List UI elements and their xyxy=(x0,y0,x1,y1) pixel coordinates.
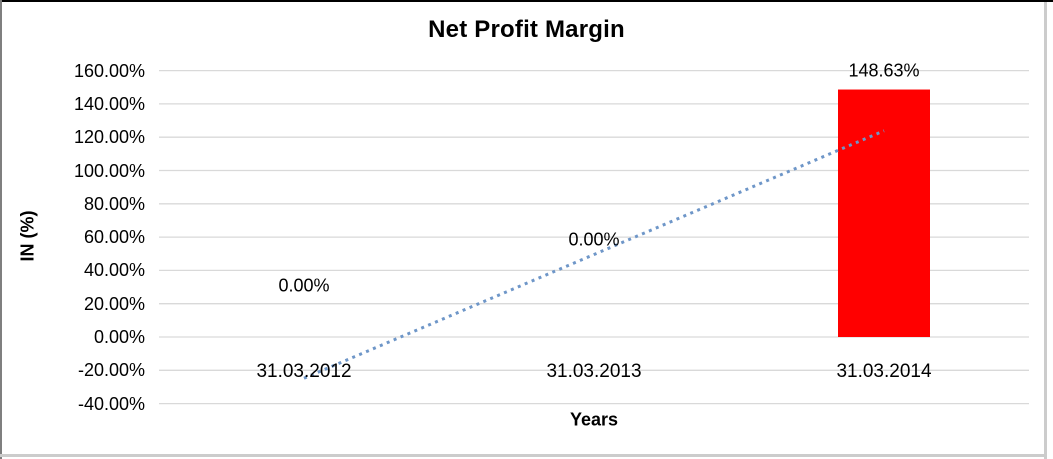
chart-title: Net Profit Margin xyxy=(428,16,625,43)
trendline xyxy=(303,129,885,380)
y-tick-label-80.00%: 80.00% xyxy=(83,193,145,214)
y-tick-label-0.00%: 0.00% xyxy=(93,327,145,347)
data-label-31.03.2014: 148.63% xyxy=(848,60,920,81)
frame-border-bottom xyxy=(0,454,1047,457)
y-tick-label--40.00%: -40.00% xyxy=(77,393,145,414)
x-category-label-31.03.2012: 31.03.2012 xyxy=(256,361,352,382)
x-axis-title: Years xyxy=(569,409,619,430)
x-category-label-31.03.2013: 31.03.2013 xyxy=(546,361,642,382)
y-tick-label-120.00%: 120.00% xyxy=(73,127,145,148)
frame-border-top xyxy=(0,0,1053,2)
y-tick-label-40.00%: 40.00% xyxy=(83,260,145,281)
y-tick-label--20.00%: -20.00% xyxy=(77,360,145,381)
data-label-31.03.2013: 0.00% xyxy=(568,229,620,250)
y-tick-label-100.00%: 100.00% xyxy=(73,160,145,181)
frame-border-left xyxy=(0,0,2,459)
frame-border-right xyxy=(1044,2,1047,459)
data-label-31.03.2012: 0.00% xyxy=(278,275,330,296)
y-tick-label-60.00%: 60.00% xyxy=(83,227,145,248)
y-tick-label-20.00%: 20.00% xyxy=(83,293,145,314)
y-tick-label-140.00%: 140.00% xyxy=(73,93,145,114)
y-tick-label-160.00%: 160.00% xyxy=(73,60,145,81)
bar-31.03.2014 xyxy=(838,89,930,337)
x-category-label-31.03.2014: 31.03.2014 xyxy=(836,361,932,382)
